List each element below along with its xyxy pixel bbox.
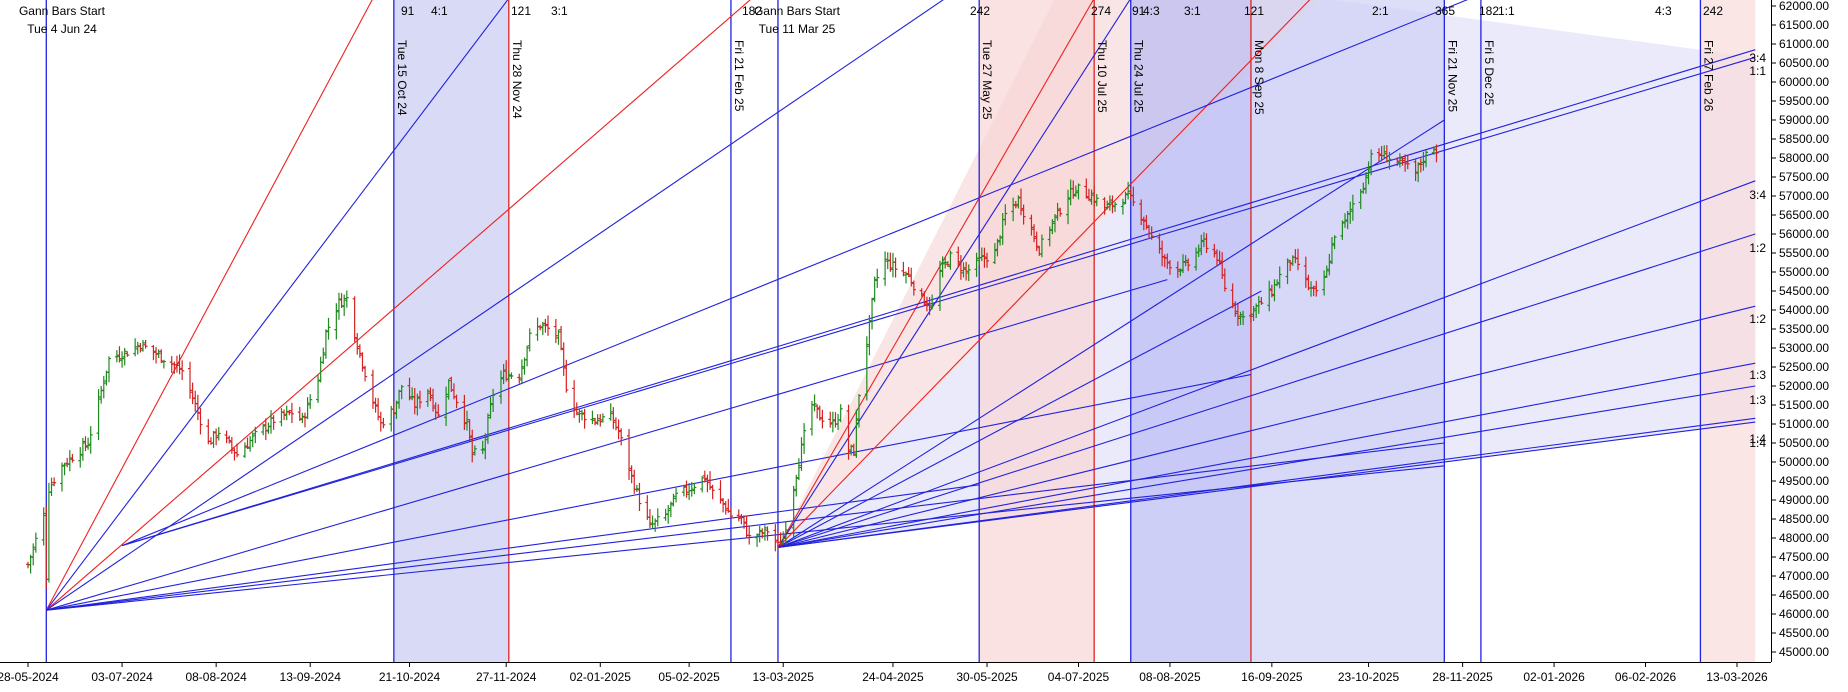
price-tick-label: 59000.00 <box>1779 113 1829 127</box>
time-line-label: Fri 21 Nov 25 <box>1445 40 1459 112</box>
date-tick-label: 16-09-2025 <box>1241 670 1303 684</box>
price-tick-label: 56500.00 <box>1779 208 1829 222</box>
price-tick-label: 57500.00 <box>1779 170 1829 184</box>
price-tick-label: 48500.00 <box>1779 512 1829 526</box>
time-line-label: Mon 8 Sep 25 <box>1252 40 1266 115</box>
top-label: 4:3 <box>1143 4 1160 18</box>
price-tick-label: 52500.00 <box>1779 360 1829 374</box>
date-axis[interactable]: 28-05-2024 03-07-2024 08-08-2024 13-09-2024… <box>0 662 1772 687</box>
price-tick-label: 60000.00 <box>1779 75 1829 89</box>
price-tick-label: 46000.00 <box>1779 607 1829 621</box>
price-axis[interactable]: 45000.00 45500.00 46000.00 46500.00 47000.00… <box>1771 0 1848 687</box>
price-tick-label: 59500.00 <box>1779 94 1829 108</box>
price-tick-label: 54000.00 <box>1779 303 1829 317</box>
price-tick-label: 54500.00 <box>1779 284 1829 298</box>
price-tick-label: 45000.00 <box>1779 645 1829 659</box>
right-label: 1:3 <box>1749 368 1766 382</box>
right-label: 1:3 <box>1749 393 1766 407</box>
price-tick-label: 52000.00 <box>1779 379 1829 393</box>
price-tick-label: 61000.00 <box>1779 37 1829 51</box>
price-tick-label: 56000.00 <box>1779 227 1829 241</box>
time-line-label: Tue 15 Oct 24 <box>395 40 409 116</box>
time-line-label: Tue 27 May 25 <box>980 40 994 120</box>
price-tick-label: 60500.00 <box>1779 56 1829 70</box>
top-label: 4:1 <box>431 4 448 18</box>
gann-start-title: Gann Bars Start <box>754 4 841 18</box>
right-label: 3:4 <box>1749 188 1766 202</box>
top-label: 3:1 <box>1184 4 1201 18</box>
top-label: 365 <box>1435 4 1455 18</box>
date-tick-label: 02-01-2026 <box>1523 670 1585 684</box>
date-tick-label: 13-03-2026 <box>1706 670 1768 684</box>
time-line-label: Fri 21 Feb 25 <box>732 40 746 112</box>
top-label: 4:3 <box>1655 4 1672 18</box>
price-tick-label: 49000.00 <box>1779 493 1829 507</box>
date-tick-label: 05-02-2025 <box>658 670 720 684</box>
gann-start-date: Tue 11 Mar 25 <box>759 22 836 36</box>
date-tick-label: 08-08-2024 <box>185 670 247 684</box>
date-tick-label: 24-04-2025 <box>862 670 924 684</box>
price-tick-label: 58000.00 <box>1779 151 1829 165</box>
date-tick-label: 23-10-2025 <box>1338 670 1400 684</box>
price-tick-label: 50500.00 <box>1779 436 1829 450</box>
price-tick-label: 51500.00 <box>1779 398 1829 412</box>
price-tick-label: 49500.00 <box>1779 474 1829 488</box>
top-label: 1:1 <box>1498 4 1515 18</box>
right-label: 3:4 <box>1749 51 1766 65</box>
time-line-label: Thu 24 Jul 25 <box>1132 40 1146 113</box>
top-label: 182 <box>1479 4 1499 18</box>
price-tick-label: 51000.00 <box>1779 417 1829 431</box>
date-tick-label: 13-03-2025 <box>753 670 815 684</box>
price-tick-label: 53500.00 <box>1779 322 1829 336</box>
time-zone-shade <box>1251 0 1444 662</box>
gann-start-date: Tue 4 Jun 24 <box>27 22 97 36</box>
top-label: 242 <box>970 4 990 18</box>
top-label: 274 <box>1091 4 1111 18</box>
time-line-label: Thu 10 Jul 25 <box>1095 40 1109 113</box>
time-zone-shade <box>394 0 509 662</box>
price-tick-label: 62000.00 <box>1779 0 1829 13</box>
price-tick-label: 46500.00 <box>1779 588 1829 602</box>
date-tick-label: 27-11-2024 <box>476 670 537 684</box>
price-tick-label: 61500.00 <box>1779 18 1829 32</box>
price-tick-label: 53000.00 <box>1779 341 1829 355</box>
date-tick-label: 21-10-2024 <box>379 670 441 684</box>
price-tick-label: 47000.00 <box>1779 569 1829 583</box>
price-tick-label: 48000.00 <box>1779 531 1829 545</box>
date-tick-label: 28-05-2024 <box>0 670 59 684</box>
date-tick-label: 02-01-2025 <box>570 670 632 684</box>
price-tick-label: 55500.00 <box>1779 246 1829 260</box>
price-tick-label: 57000.00 <box>1779 189 1829 203</box>
date-tick-label: 13-09-2024 <box>280 670 342 684</box>
right-label: 1:4 <box>1749 436 1766 450</box>
price-tick-label: 55000.00 <box>1779 265 1829 279</box>
time-line-label: Thu 28 Nov 24 <box>510 40 524 119</box>
top-label: 121 <box>1244 4 1264 18</box>
gann-start-title: Gann Bars Start <box>19 4 106 18</box>
top-label: 242 <box>1703 4 1723 18</box>
date-tick-label: 28-11-2025 <box>1432 670 1493 684</box>
top-label: 2:1 <box>1372 4 1389 18</box>
date-tick-label: 30-05-2025 <box>956 670 1018 684</box>
date-tick-label: 03-07-2024 <box>91 670 153 684</box>
price-tick-label: 58500.00 <box>1779 132 1829 146</box>
price-tick-label: 47500.00 <box>1779 550 1829 564</box>
right-label: 1:1 <box>1749 64 1766 78</box>
top-label: 121 <box>511 4 531 18</box>
time-zone-shade <box>1131 0 1251 662</box>
right-label: 1:2 <box>1749 312 1766 326</box>
right-label: 1:2 <box>1749 241 1766 255</box>
date-tick-label: 08-08-2025 <box>1139 670 1201 684</box>
price-tick-label: 50000.00 <box>1779 455 1829 469</box>
date-tick-label: 04-07-2025 <box>1048 670 1110 684</box>
price-tick-label: 45500.00 <box>1779 626 1829 640</box>
date-tick-label: 06-02-2026 <box>1615 670 1677 684</box>
top-label: 3:1 <box>551 4 568 18</box>
time-line-label: Fri 27 Feb 26 <box>1701 40 1715 112</box>
time-line-label: Fri 5 Dec 25 <box>1482 40 1496 106</box>
top-label: 91 <box>401 4 415 18</box>
